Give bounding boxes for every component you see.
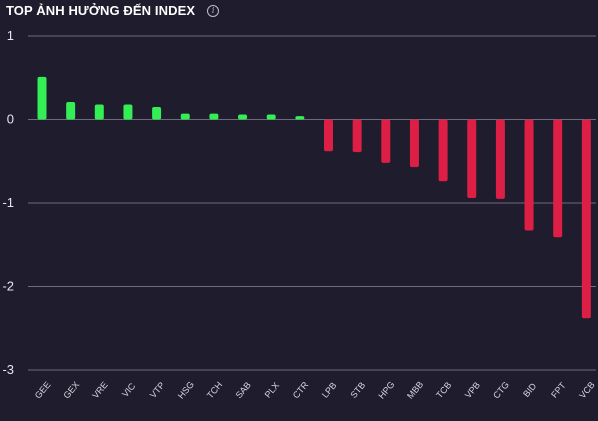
bar-sab[interactable]	[238, 114, 248, 120]
grid-layer	[28, 35, 596, 371]
bar-mbb[interactable]	[409, 119, 419, 168]
y-tick-label: 0	[7, 112, 14, 127]
x-tick-label-vcb: VCB	[577, 380, 597, 401]
x-tick-label-ctg: CTG	[491, 380, 511, 401]
labels-layer: 1 0 -1 -2 -3 GEE GEX VRE VIC VTP HSG TCH SAB PLX CTR LP…	[2, 28, 596, 401]
bars-layer	[37, 76, 591, 319]
bar-stb[interactable]	[352, 119, 362, 153]
x-tick-label-gex: GEX	[61, 380, 81, 401]
bar-tch[interactable]	[209, 113, 219, 120]
bar-ctg[interactable]	[495, 119, 505, 199]
y-tick-label: -2	[2, 279, 14, 294]
bar-gex[interactable]	[66, 101, 76, 120]
x-tick-label-ctr: CTR	[291, 379, 311, 400]
y-tick-label: 1	[7, 28, 14, 43]
bar-hsg[interactable]	[180, 113, 190, 120]
info-icon[interactable]: i	[207, 4, 220, 17]
x-tick-label-hpg: HPG	[376, 379, 396, 400]
bar-vtp[interactable]	[152, 106, 162, 120]
bar-vcb[interactable]	[581, 119, 591, 319]
x-tick-label-vic: VIC	[120, 381, 138, 399]
x-tick-label-gee: GEE	[33, 380, 53, 401]
x-tick-label-mbb: MBB	[405, 379, 425, 400]
x-tick-label-vtp: VTP	[148, 380, 167, 400]
bar-hpg[interactable]	[381, 119, 391, 163]
y-tick-label: -3	[2, 362, 14, 377]
bar-tcb[interactable]	[438, 119, 448, 182]
x-tick-label-sab: SAB	[234, 380, 253, 400]
bar-gee[interactable]	[37, 76, 47, 120]
x-tick-label-vpb: VPB	[463, 380, 482, 400]
x-tick-label-tch: TCH	[205, 380, 225, 401]
x-tick-label-fpt: FPT	[549, 380, 568, 400]
bar-vic[interactable]	[123, 104, 133, 120]
bar-bid[interactable]	[524, 119, 534, 231]
x-tick-label-hsg: HSG	[176, 379, 196, 400]
bar-lpb[interactable]	[324, 119, 333, 152]
x-tick-label-vre: VRE	[90, 380, 110, 401]
chart-title: TOP ẢNH HƯỞNG ĐẾN INDEX	[6, 3, 196, 18]
bar-vpb[interactable]	[467, 119, 477, 198]
x-tick-label-bid: BID	[521, 381, 539, 399]
x-tick-label-tcb: TCB	[434, 380, 453, 400]
x-tick-label-plx: PLX	[263, 380, 282, 399]
y-tick-label: -1	[2, 195, 14, 210]
x-tick-label-stb: STB	[348, 380, 367, 400]
x-tick-label-lpb: LPB	[320, 380, 339, 399]
bar-plx[interactable]	[266, 114, 276, 120]
bar-vre[interactable]	[94, 104, 104, 120]
bar-ctr[interactable]	[295, 116, 305, 120]
chart-header: TOP ẢNH HƯỞNG ĐẾN INDEX i	[6, 3, 220, 18]
bar-fpt[interactable]	[553, 119, 563, 238]
